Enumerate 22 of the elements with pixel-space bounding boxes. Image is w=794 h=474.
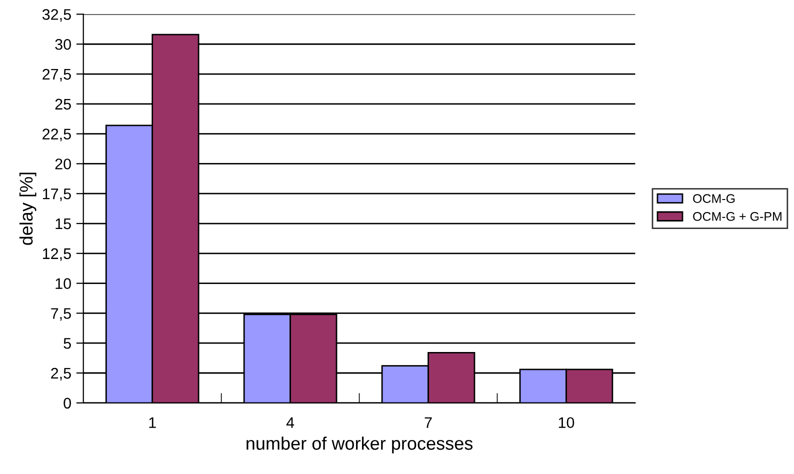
x-tick-label: 10 (558, 417, 574, 428)
y-tick-label: 5 (64, 338, 71, 349)
y-axis-title: delay [%] (19, 172, 36, 245)
legend-label: OCM-G + G-PM (693, 212, 782, 221)
y-tick-label: 20 (55, 158, 71, 170)
y-tick-label: 7,5 (51, 308, 71, 321)
y-tick-label: 27,5 (42, 68, 71, 82)
legend-label: OCM-G (693, 194, 735, 203)
y-tick-label: 15 (56, 218, 71, 230)
x-tick-label: 4 (286, 417, 294, 428)
y-tick-label: 32,5 (42, 9, 71, 22)
y-tick-label: 2,5 (51, 368, 71, 380)
y-tick-label: 12,5 (42, 248, 71, 261)
x-axis-title: number of worker processes (246, 436, 473, 454)
y-tick-label: 30 (55, 38, 71, 50)
y-tick-label: 17,5 (42, 188, 71, 202)
y-tick-label: 25 (55, 98, 71, 110)
y-tick-label: 22,5 (42, 128, 71, 142)
y-tick-label: 0 (64, 398, 71, 409)
x-tick-label: 7 (424, 417, 432, 428)
x-tick-label: 1 (149, 417, 156, 428)
y-tick-label: 10 (56, 278, 71, 289)
